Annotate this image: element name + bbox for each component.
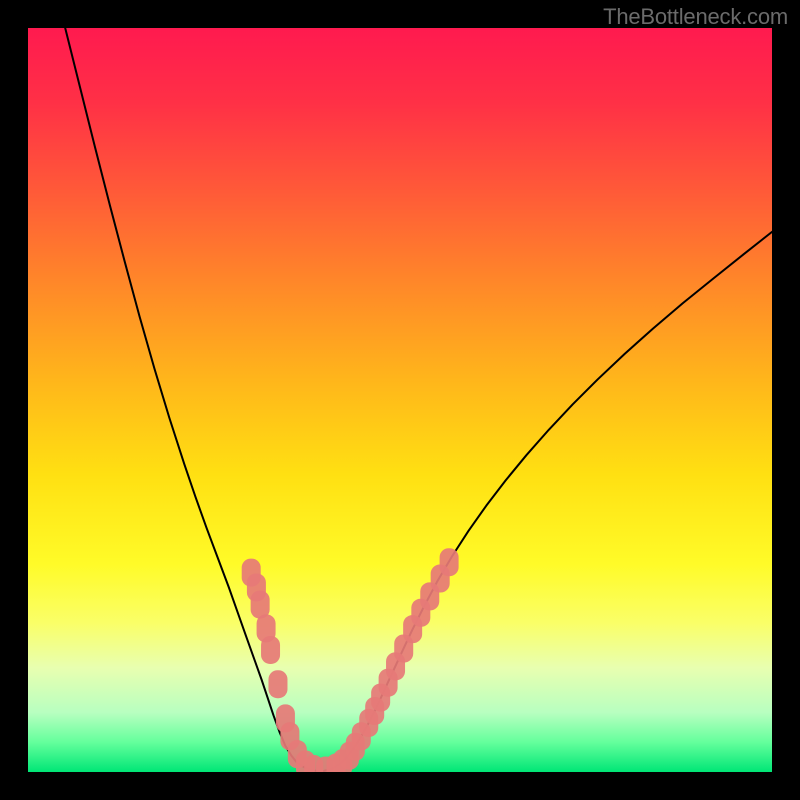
watermark-text: TheBottleneck.com (603, 4, 788, 30)
plot-area (28, 28, 772, 772)
